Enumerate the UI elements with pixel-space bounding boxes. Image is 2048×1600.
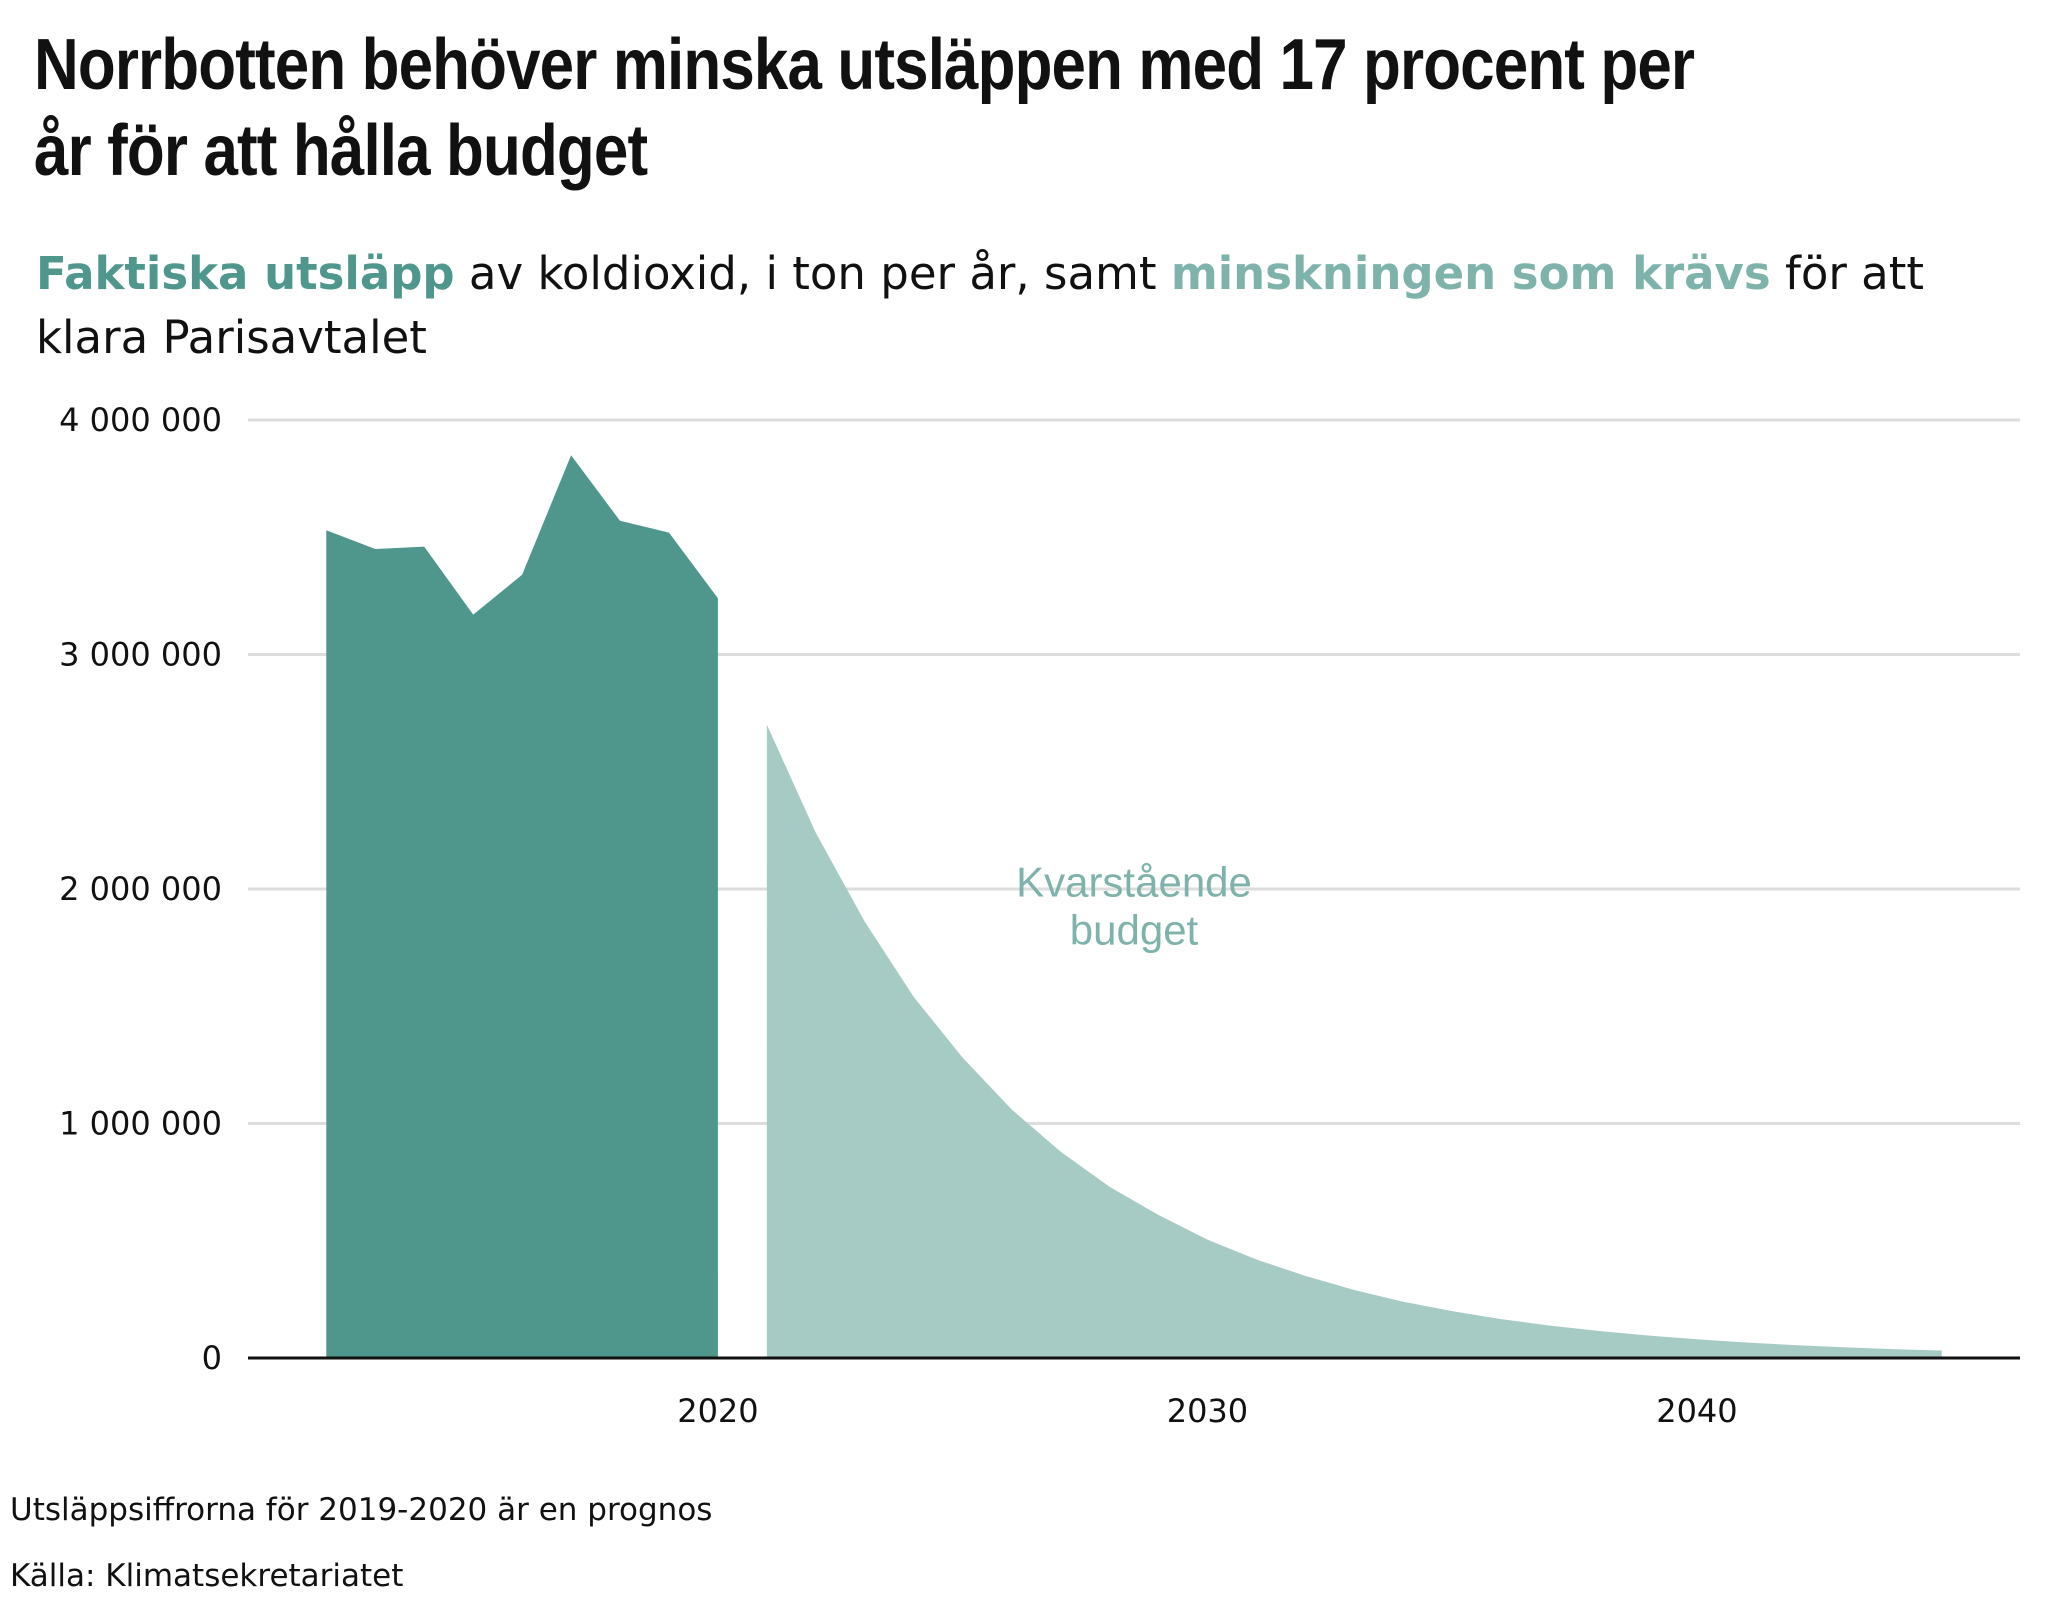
x-tick-label: 2030	[1167, 1392, 1248, 1430]
subtitle-highlight-required: minskningen som krävs	[1170, 247, 1771, 300]
y-tick-label: 3 000 000	[59, 636, 222, 674]
y-tick-label: 0	[202, 1339, 222, 1377]
chart-subtitle: Faktiska utsläpp av koldioxid, i ton per…	[36, 242, 2016, 370]
required-reduction-area	[766, 724, 1942, 1358]
source-note: Källa: Klimatsekretariatet	[10, 1558, 404, 1594]
footnote: Utsläppsiffrorna för 2019-2020 är en pro…	[10, 1492, 713, 1528]
actual-emissions-area	[326, 455, 718, 1358]
x-tick-label: 2040	[1656, 1392, 1737, 1430]
emissions-area-chart: 0 1 000 000 2 000 000 3 000 000 4 000 000 202…	[59, 401, 2020, 1430]
subtitle-highlight-actual: Faktiska utsläpp	[36, 247, 455, 300]
annotation-line-2: budget	[1070, 906, 1199, 953]
y-tick-label: 2 000 000	[59, 870, 222, 908]
y-tick-label: 4 000 000	[59, 401, 222, 439]
subtitle-text-2: för att klara Parisavtalet	[36, 247, 1925, 364]
subtitle-text-1: av koldioxid, i ton per år, samt	[454, 247, 1171, 300]
annotation-line-1: Kvarstående	[1016, 858, 1252, 905]
y-tick-label: 1 000 000	[59, 1105, 222, 1143]
x-tick-label: 2020	[677, 1392, 758, 1430]
chart-title: Norrbotten behöver minska utsläppen med …	[34, 25, 1695, 191]
